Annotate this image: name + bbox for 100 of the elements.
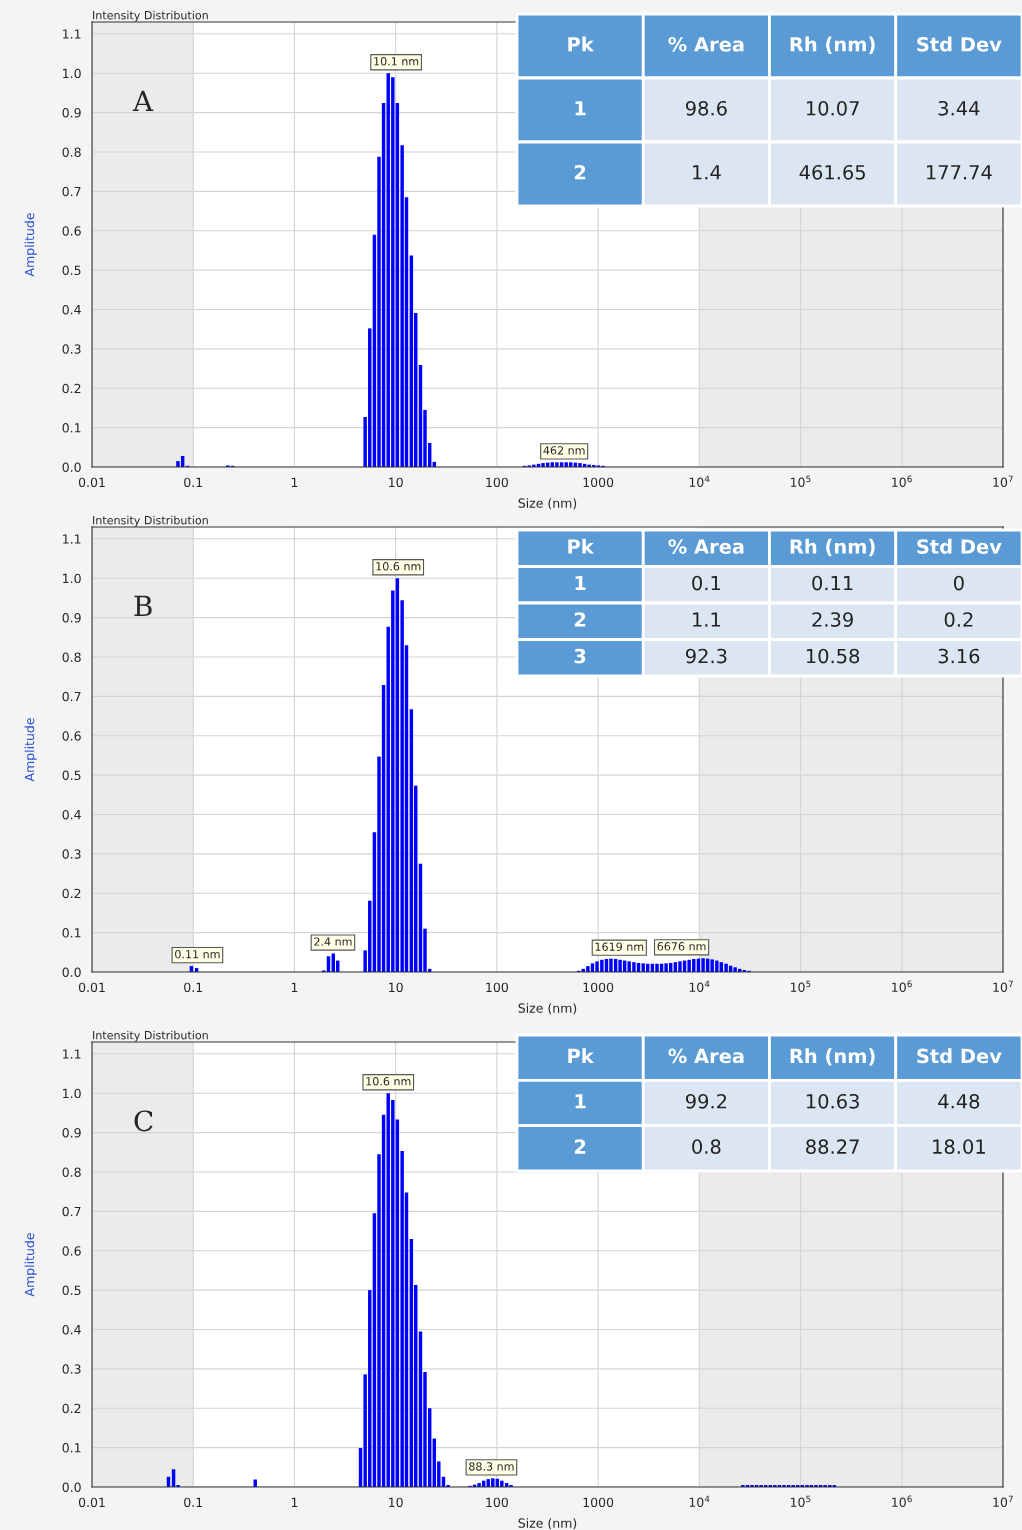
y-tick-label: 0.4: [62, 304, 81, 315]
x-tick-label: 100: [486, 1497, 508, 1508]
y-axis-title: Amplitude: [24, 1233, 37, 1297]
y-tick-label: 0.7: [62, 186, 81, 197]
y-tick-label: 1.0: [63, 573, 81, 584]
y-tick-label: 0.7: [62, 691, 81, 702]
y-tick-label: 0.6: [62, 731, 81, 741]
x-tick-label: 10$^{5}$: [790, 475, 811, 488]
x-tick-label: 10$^{4}$: [689, 980, 710, 993]
chart-title: Intensity Distribution: [93, 1030, 208, 1042]
x-tick-label: 10: [389, 982, 403, 993]
x-tick-label: 10$^{5}$: [790, 980, 811, 993]
annotation: 10.6 nm: [376, 562, 421, 571]
annotation: A: [132, 90, 154, 111]
y-tick-label: 0.9: [62, 613, 81, 623]
x-tick-label: 10$^{7}$: [993, 1495, 1013, 1508]
y-tick-label: 0.7: [62, 1206, 81, 1217]
y-tick-label: 0.2: [62, 1403, 81, 1414]
y-tick-label: 0.5: [62, 1285, 81, 1296]
x-tick-label: 10$^{6}$: [892, 980, 912, 992]
text: 4.48: [938, 1093, 980, 1109]
text: 3: [574, 648, 586, 664]
y-tick-label: 0.3: [62, 344, 81, 354]
y-tick-label: 0.8: [62, 1167, 81, 1177]
y-tick-label: 0.6: [62, 1246, 81, 1256]
annotation: B: [134, 595, 152, 616]
text: 2: [574, 164, 586, 180]
annotation: 0.11 nm: [175, 949, 220, 959]
text: 99.2: [685, 1093, 727, 1109]
category-label: % Area: [668, 36, 744, 52]
text: 3.16: [938, 648, 980, 664]
category-label: Std Dev: [917, 1048, 1002, 1064]
y-tick-label: 0.1: [62, 1443, 81, 1453]
y-tick-label: 0.3: [62, 1364, 81, 1374]
x-axis-title: Size (nm): [518, 498, 577, 510]
y-tick-label: 0.9: [62, 1128, 81, 1138]
category-label: % Area: [668, 1048, 744, 1064]
category-label: Rh (nm): [790, 538, 875, 557]
category-label: Rh (nm): [790, 1048, 875, 1066]
x-tick-label: 100: [486, 982, 508, 993]
y-axis-title: Amplitude: [24, 213, 37, 277]
text: 0: [953, 575, 964, 591]
x-tick-label: 10$^{6}$: [892, 1495, 912, 1507]
category-label: Rh (nm): [790, 36, 875, 54]
annotation: 6676 nm: [657, 942, 706, 951]
text: 2: [574, 1139, 586, 1154]
annotation: 462 nm: [543, 446, 585, 455]
text: 10.07: [806, 100, 859, 116]
y-tick-label: 0.4: [62, 809, 81, 820]
category-label: Pk: [568, 1048, 595, 1064]
text: 1.1: [693, 612, 721, 627]
y-tick-label: 0.9: [62, 108, 81, 118]
annotation: 10.1 nm: [374, 57, 419, 66]
x-tick-label: 0.1: [184, 477, 203, 488]
x-tick-label: 1000: [583, 982, 614, 993]
y-tick-label: 0.5: [62, 265, 81, 276]
y-tick-label: 0.8: [62, 652, 81, 662]
text: 92.3: [685, 648, 727, 664]
x-tick-label: 10$^{4}$: [689, 1495, 710, 1508]
text: 3.44: [938, 100, 980, 116]
text: 2: [574, 612, 586, 627]
x-tick-label: 1: [291, 982, 298, 992]
x-axis-title: Size (nm): [518, 1003, 577, 1015]
x-tick-label: 10$^{4}$: [689, 475, 710, 488]
text: 18.01: [933, 1139, 985, 1154]
y-tick-label: 0.1: [62, 423, 81, 433]
x-tick-label: 100: [486, 477, 508, 488]
x-tick-label: 10$^{7}$: [993, 475, 1013, 488]
y-tick-label: 0.0: [62, 462, 81, 472]
chart-title: Intensity Distribution: [93, 515, 208, 527]
text: 0.1: [692, 575, 721, 591]
y-tick-label: 0.6: [62, 226, 81, 236]
y-tick-label: 1.1: [63, 534, 81, 544]
y-tick-label: 1.1: [63, 29, 81, 39]
y-tick-label: 0.0: [62, 967, 81, 977]
text: 2.39: [812, 612, 853, 627]
annotation: 1619 nm: [595, 942, 644, 951]
text: 0.2: [944, 612, 973, 627]
x-tick-label: 0.1: [184, 1497, 203, 1508]
annotation: 10.6 nm: [366, 1077, 411, 1086]
y-tick-label: 0.1: [62, 928, 81, 938]
y-tick-label: 0.4: [62, 1324, 81, 1335]
x-tick-label: 10: [389, 1497, 403, 1508]
chart-title: Intensity Distribution: [93, 10, 208, 22]
y-axis-title: Amplitude: [24, 718, 37, 782]
text: 461.65: [799, 164, 865, 180]
y-tick-label: 1.1: [63, 1049, 81, 1059]
x-tick-label: 10$^{7}$: [993, 980, 1013, 993]
y-tick-label: 1.0: [63, 1088, 81, 1099]
y-tick-label: 0.8: [62, 147, 81, 157]
category-label: Std Dev: [917, 538, 1002, 554]
text: 1: [575, 575, 586, 591]
text: 177.74: [926, 165, 992, 180]
y-tick-label: 0.3: [62, 849, 81, 859]
x-tick-label: 1: [291, 477, 298, 487]
text: 1: [575, 1094, 586, 1109]
y-tick-label: 0.2: [62, 888, 81, 899]
category-label: Pk: [568, 538, 595, 554]
text: 0.8: [692, 1139, 721, 1154]
x-tick-label: 0.01: [78, 1497, 105, 1508]
